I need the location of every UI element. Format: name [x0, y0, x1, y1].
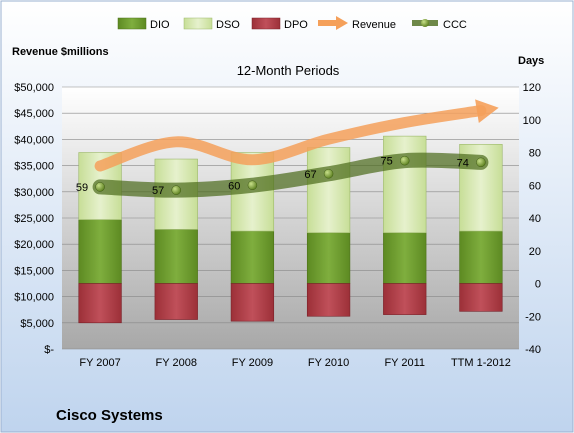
dpo-bar	[78, 283, 122, 324]
legend-swatch-dso	[183, 17, 213, 30]
left-tick-label: $10,000	[14, 292, 54, 304]
category-label: FY 2010	[308, 357, 349, 369]
dpo-bar	[383, 283, 427, 315]
ccc-series: 59 57 60 67 75 74	[76, 152, 489, 198]
left-tick-label: $5,000	[20, 318, 54, 330]
ccc-data-label: 74	[457, 157, 469, 169]
left-axis-ticks: $- $5,000 $10,000 $15,000 $20,000 $25,000 $30,…	[14, 82, 54, 356]
left-tick-label: $20,000	[14, 239, 54, 251]
dpo-bar	[459, 283, 503, 312]
ccc-point	[247, 180, 258, 190]
ccc-point	[476, 157, 486, 168]
revenue-arrowhead	[475, 99, 499, 124]
legend: DIO DSO DPO Revenue CCC	[117, 16, 467, 31]
legend-swatch-ccc	[412, 19, 438, 27]
left-tick-label: $30,000	[14, 187, 54, 199]
left-tick-label: $45,000	[14, 108, 54, 120]
chart-title: 12-Month Periods	[237, 63, 340, 78]
gridlines	[62, 86, 519, 350]
right-tick-label: 60	[529, 180, 541, 192]
right-tick-label: 20	[529, 246, 541, 258]
dio-bar	[230, 230, 275, 284]
legend-swatch-revenue	[318, 16, 348, 30]
revenue-line	[94, 105, 487, 172]
right-tick-label: -20	[525, 311, 541, 323]
dio-bar	[154, 229, 198, 284]
category-labels: FY 2007 FY 2008 FY 2009 FY 2010 FY 2011 TTM 1…	[79, 357, 510, 369]
revenue-series	[94, 99, 499, 172]
legend-swatch-dio	[117, 17, 147, 30]
left-tick-label: $40,000	[14, 134, 54, 146]
category-label: FY 2011	[384, 357, 425, 369]
legend-swatch-dpo	[251, 17, 281, 30]
dio-bar	[78, 219, 122, 284]
right-tick-label: 80	[529, 148, 541, 160]
left-tick-label: $50,000	[14, 82, 54, 94]
ccc-data-label: 67	[304, 169, 316, 181]
left-tick-label: $25,000	[14, 213, 54, 225]
dso-bar	[306, 147, 351, 234]
ccc-data-label: 59	[76, 182, 88, 194]
left-axis-title: Revenue $millions	[12, 46, 109, 58]
left-tick-label: $15,000	[14, 265, 54, 277]
right-axis-ticks: -40 -20 0 20 40 60 80 100 120	[523, 82, 541, 356]
ccc-data-label: 75	[381, 156, 393, 168]
right-tick-label: 120	[523, 82, 541, 94]
ccc-data-label: 60	[228, 180, 240, 192]
left-tick-label: $-	[44, 344, 54, 356]
left-axis-title-text: Revenue $millions	[12, 46, 109, 58]
ccc-point	[95, 182, 105, 192]
right-tick-label: 0	[535, 279, 541, 291]
dpo-bar	[230, 283, 275, 322]
dio-bar	[306, 232, 351, 284]
category-label: FY 2007	[79, 357, 120, 369]
legend-label-revenue: Revenue	[352, 19, 396, 31]
ccc-data-label: 57	[152, 185, 164, 197]
ccc-point	[400, 155, 410, 166]
left-tick-label: $35,000	[14, 161, 54, 173]
company-name: Cisco Systems	[56, 407, 163, 424]
category-label: FY 2008	[156, 357, 197, 369]
ccc-line	[92, 152, 489, 198]
legend-label-ccc: CCC	[443, 19, 467, 31]
dio-bar	[459, 230, 503, 284]
right-tick-label: 40	[529, 213, 541, 225]
legend-label-dio: DIO	[150, 19, 170, 31]
category-label: TTM 1-2012	[451, 357, 511, 369]
right-tick-label: -40	[525, 344, 541, 356]
category-label: FY 2009	[232, 357, 273, 369]
dio-bar	[383, 232, 427, 284]
dpo-bar	[306, 283, 351, 317]
right-axis-title: Days	[518, 55, 544, 67]
ccc-point	[323, 169, 334, 179]
right-tick-label: 100	[523, 115, 541, 127]
ccc-point	[171, 185, 181, 195]
legend-label-dpo: DPO	[284, 19, 308, 31]
legend-label-dso: DSO	[216, 19, 240, 31]
dpo-bar	[154, 283, 198, 320]
dso-bar	[383, 135, 427, 234]
